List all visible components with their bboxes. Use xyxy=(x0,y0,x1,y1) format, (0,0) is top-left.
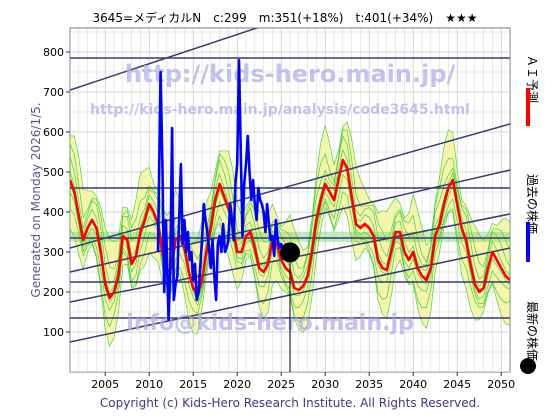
copyright-footer: Copyright (c) Kids-Hero Research Institu… xyxy=(100,396,480,410)
y-tick-label: 300 xyxy=(43,246,64,259)
watermark-url-main: http://kids-hero.main.jp/ xyxy=(125,60,456,88)
x-tick-label: 2035 xyxy=(355,378,383,391)
trend-channel-line xyxy=(70,169,510,273)
level-band xyxy=(70,232,510,242)
watermark-layer: http://kids-hero.main.jp/ http://kids-he… xyxy=(90,60,470,336)
chart-title: 3645=メディカルN c:299 m:351(+18%) t:401(+34%… xyxy=(92,10,477,25)
x-tick-label: 2005 xyxy=(91,378,119,391)
x-tick-label: 2040 xyxy=(399,378,427,391)
forecast-band xyxy=(70,129,510,328)
x-tick-label: 2030 xyxy=(311,378,339,391)
trend-channel-line xyxy=(70,28,260,91)
watermark-email: info@kids-hero.main.jp xyxy=(126,311,414,336)
x-tick-label: 2010 xyxy=(135,378,163,391)
forecast-band xyxy=(70,134,510,311)
y-tick-label: 600 xyxy=(43,126,64,139)
latest-price-dot xyxy=(280,242,300,263)
x-tick-label: 2025 xyxy=(267,378,295,391)
x-axis: 2005 2010 2015 2020 2025 2030 2035 2040 2045 2050 xyxy=(91,372,515,391)
y-tick-label: 700 xyxy=(43,86,64,99)
legend-item: 過去の株価 xyxy=(525,174,540,262)
past-price-line xyxy=(156,58,291,322)
y-tick-label: 800 xyxy=(43,46,64,59)
y-axis: 100 200 300 400 500 600 700 800 xyxy=(43,46,70,339)
watermark-url-analysis: http://kids-hero.main.jp/analysis/code36… xyxy=(90,102,470,118)
legend-label: 最新の株価 xyxy=(525,301,540,361)
x-tick-label: 2050 xyxy=(487,378,515,391)
y-tick-label: 500 xyxy=(43,166,64,179)
legend-item: 最新の株価 xyxy=(520,301,540,374)
legend-swatch xyxy=(520,358,536,374)
y-tick-label: 200 xyxy=(43,286,64,299)
legend-label: 過去の株価 xyxy=(525,174,540,234)
x-tick-label: 2020 xyxy=(223,378,251,391)
generated-note: Generated on Monday 2026/1/5. xyxy=(29,102,43,297)
latest-marker xyxy=(280,242,300,372)
x-tick-label: 2045 xyxy=(443,378,471,391)
legend-item: ＡＩ予測 xyxy=(525,55,539,126)
y-tick-label: 100 xyxy=(43,326,64,339)
x-tick-label: 2015 xyxy=(179,378,207,391)
y-tick-label: 400 xyxy=(43,206,64,219)
